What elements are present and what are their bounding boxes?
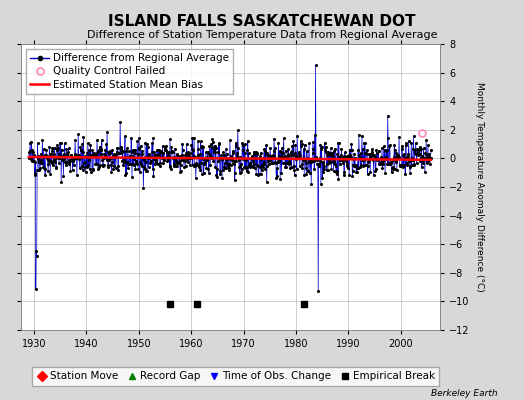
Legend: Station Move, Record Gap, Time of Obs. Change, Empirical Break: Station Move, Record Gap, Time of Obs. C…	[32, 367, 440, 386]
Text: Berkeley Earth: Berkeley Earth	[431, 389, 498, 398]
Legend: Difference from Regional Average, Quality Control Failed, Estimated Station Mean: Difference from Regional Average, Qualit…	[26, 49, 233, 94]
Text: Difference of Station Temperature Data from Regional Average: Difference of Station Temperature Data f…	[87, 30, 437, 40]
Text: ISLAND FALLS SASKATCHEWAN DOT: ISLAND FALLS SASKATCHEWAN DOT	[108, 14, 416, 29]
Y-axis label: Monthly Temperature Anomaly Difference (°C): Monthly Temperature Anomaly Difference (…	[475, 82, 484, 292]
